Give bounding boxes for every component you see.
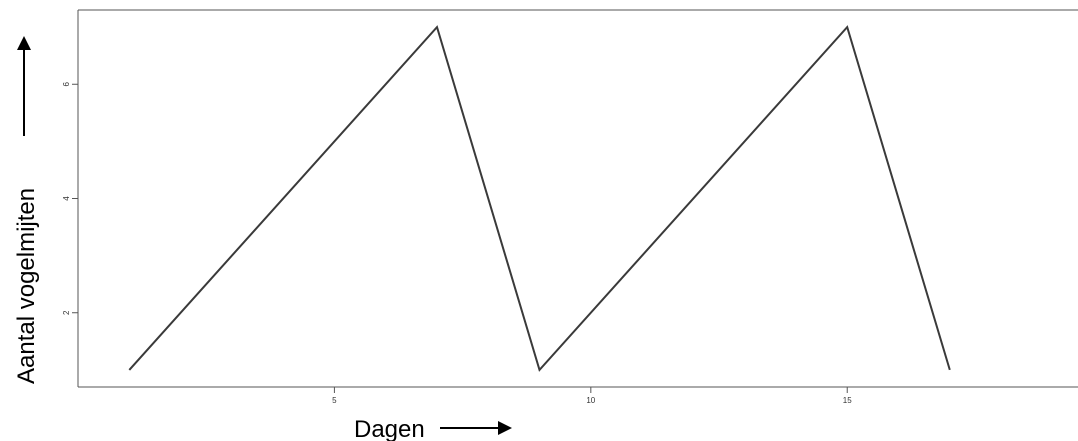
x-axis-title-group: Dagen [354, 416, 512, 441]
plot-frame [77, 9, 1078, 388]
x-axis-arrow-head [498, 421, 512, 435]
y-axis-title: Aantal vogelmijten [13, 188, 40, 384]
y-axis-title-group: Aantal vogelmijten [13, 36, 40, 384]
y-tick-label: 2 [62, 310, 71, 315]
x-tick-label: 5 [332, 396, 337, 405]
y-tick-label: 4 [62, 196, 71, 201]
x-tick-label: 15 [843, 396, 852, 405]
y-axis-ticks: 2 4 6 [62, 81, 78, 315]
series-line [128, 25, 951, 372]
y-tick-label: 6 [62, 81, 71, 86]
x-axis-ticks: 5 10 15 [332, 387, 852, 405]
y-axis-arrow-head [17, 36, 31, 50]
x-axis-title: Dagen [354, 416, 425, 441]
x-tick-label: 10 [586, 396, 595, 405]
